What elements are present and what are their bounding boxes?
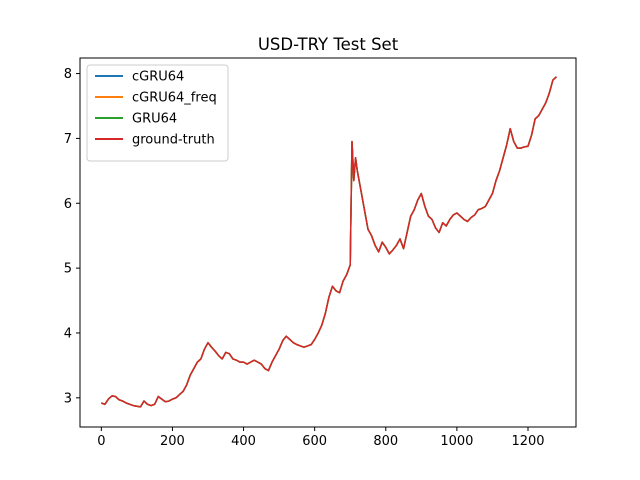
chart-title: USD-TRY Test Set	[258, 35, 399, 54]
legend-label: GRU64	[132, 112, 177, 127]
y-tick-label: 8	[64, 67, 72, 82]
legend-label: ground-truth	[132, 133, 215, 148]
x-tick-label: 1000	[440, 434, 473, 449]
y-axis: 3 4 5 6 7 8	[64, 67, 80, 406]
legend-label: cGRU64_freq	[132, 91, 217, 106]
y-tick-label: 5	[64, 262, 72, 277]
legend-label: cGRU64	[132, 70, 184, 85]
plot-frame	[79, 57, 577, 428]
x-tick-label: 1200	[511, 434, 544, 449]
x-tick-label: 400	[231, 434, 256, 449]
y-tick-label: 7	[64, 132, 72, 147]
series-line-ground-truth	[101, 76, 557, 408]
x-tick-label: 0	[97, 434, 105, 449]
x-axis: 0 200 400 600 800 1000 1200	[97, 427, 545, 449]
y-tick-label: 6	[64, 197, 72, 212]
x-tick-label: 800	[373, 434, 398, 449]
x-tick-label: 200	[160, 434, 185, 449]
y-tick-label: 3	[64, 391, 72, 406]
y-tick-label: 4	[64, 326, 72, 341]
legend-box	[86, 64, 229, 162]
series-layer	[101, 76, 557, 408]
x-tick-label: 600	[302, 434, 327, 449]
legend: cGRU64 cGRU64_freq GRU64 ground-truth	[86, 64, 229, 162]
